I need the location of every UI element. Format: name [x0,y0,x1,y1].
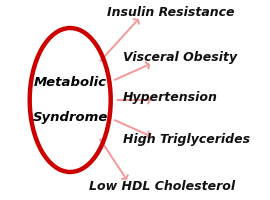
Text: Metabolic: Metabolic [34,75,107,88]
Text: Syndrome: Syndrome [32,112,108,124]
Text: Insulin Resistance: Insulin Resistance [107,6,234,20]
Text: Hypertension: Hypertension [123,90,218,104]
Text: Low HDL Cholesterol: Low HDL Cholesterol [89,180,235,193]
Text: High Triglycerides: High Triglycerides [123,134,250,146]
Text: Visceral Obesity: Visceral Obesity [123,50,237,64]
